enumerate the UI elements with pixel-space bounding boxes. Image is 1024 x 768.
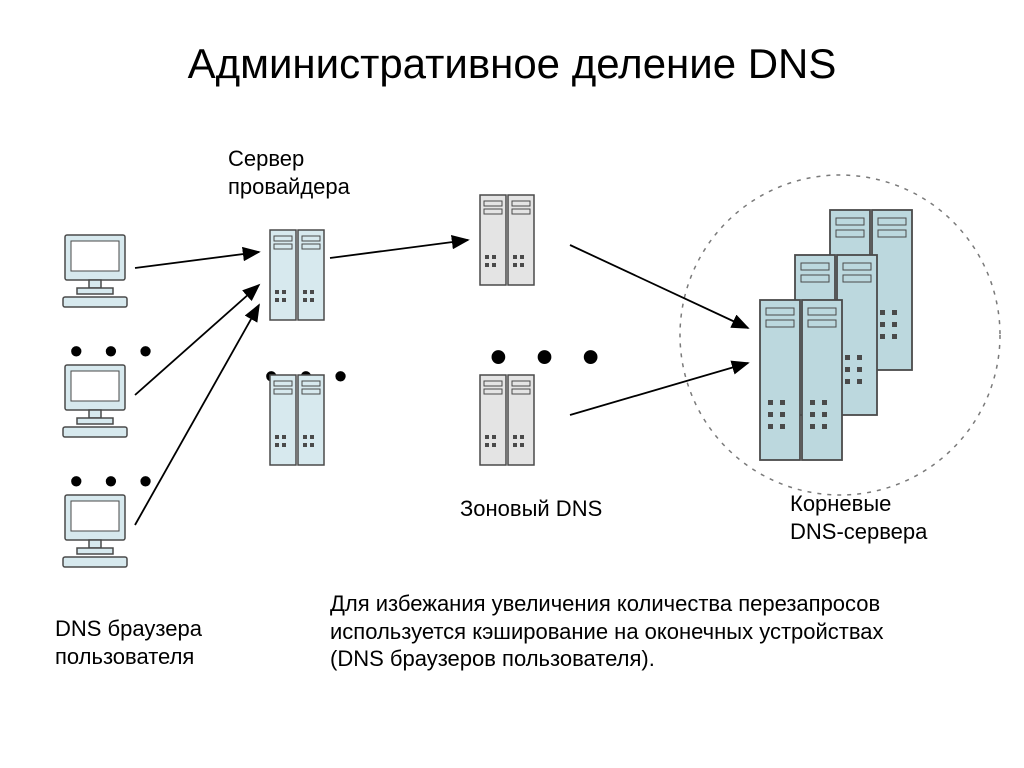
server-icon [270,230,324,320]
slide-stage: Административное деление DNS Серверпрова… [0,0,1024,768]
arrow [570,363,748,415]
pc-icon [63,235,127,307]
arrow [330,240,468,258]
arrow [135,285,259,395]
diagram-svg [0,0,1024,768]
server-icon [480,375,534,465]
server-icon [270,375,324,465]
server-icon [480,195,534,285]
pc-icon [63,495,127,567]
arrow [570,245,748,328]
pc-icon [63,365,127,437]
arrow [135,305,259,525]
arrow [135,252,259,268]
